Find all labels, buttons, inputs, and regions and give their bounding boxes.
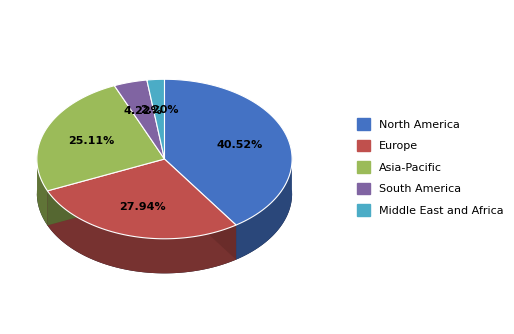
- Polygon shape: [164, 79, 292, 225]
- Polygon shape: [115, 80, 164, 159]
- Text: 4.22%: 4.22%: [124, 106, 163, 116]
- Text: 25.11%: 25.11%: [68, 136, 114, 146]
- Text: 2.20%: 2.20%: [140, 105, 178, 115]
- Legend: North America, Europe, Asia-Pacific, South America, Middle East and Africa: North America, Europe, Asia-Pacific, Sou…: [353, 114, 508, 220]
- Polygon shape: [47, 159, 164, 225]
- Polygon shape: [164, 159, 236, 260]
- Polygon shape: [37, 155, 47, 225]
- Polygon shape: [236, 155, 292, 260]
- Polygon shape: [37, 86, 164, 191]
- Polygon shape: [47, 159, 164, 225]
- Polygon shape: [37, 194, 292, 273]
- Polygon shape: [147, 79, 164, 159]
- Text: 27.94%: 27.94%: [119, 201, 166, 211]
- Polygon shape: [47, 159, 236, 239]
- Text: 40.52%: 40.52%: [217, 140, 263, 150]
- Polygon shape: [47, 191, 236, 273]
- Polygon shape: [164, 159, 236, 260]
